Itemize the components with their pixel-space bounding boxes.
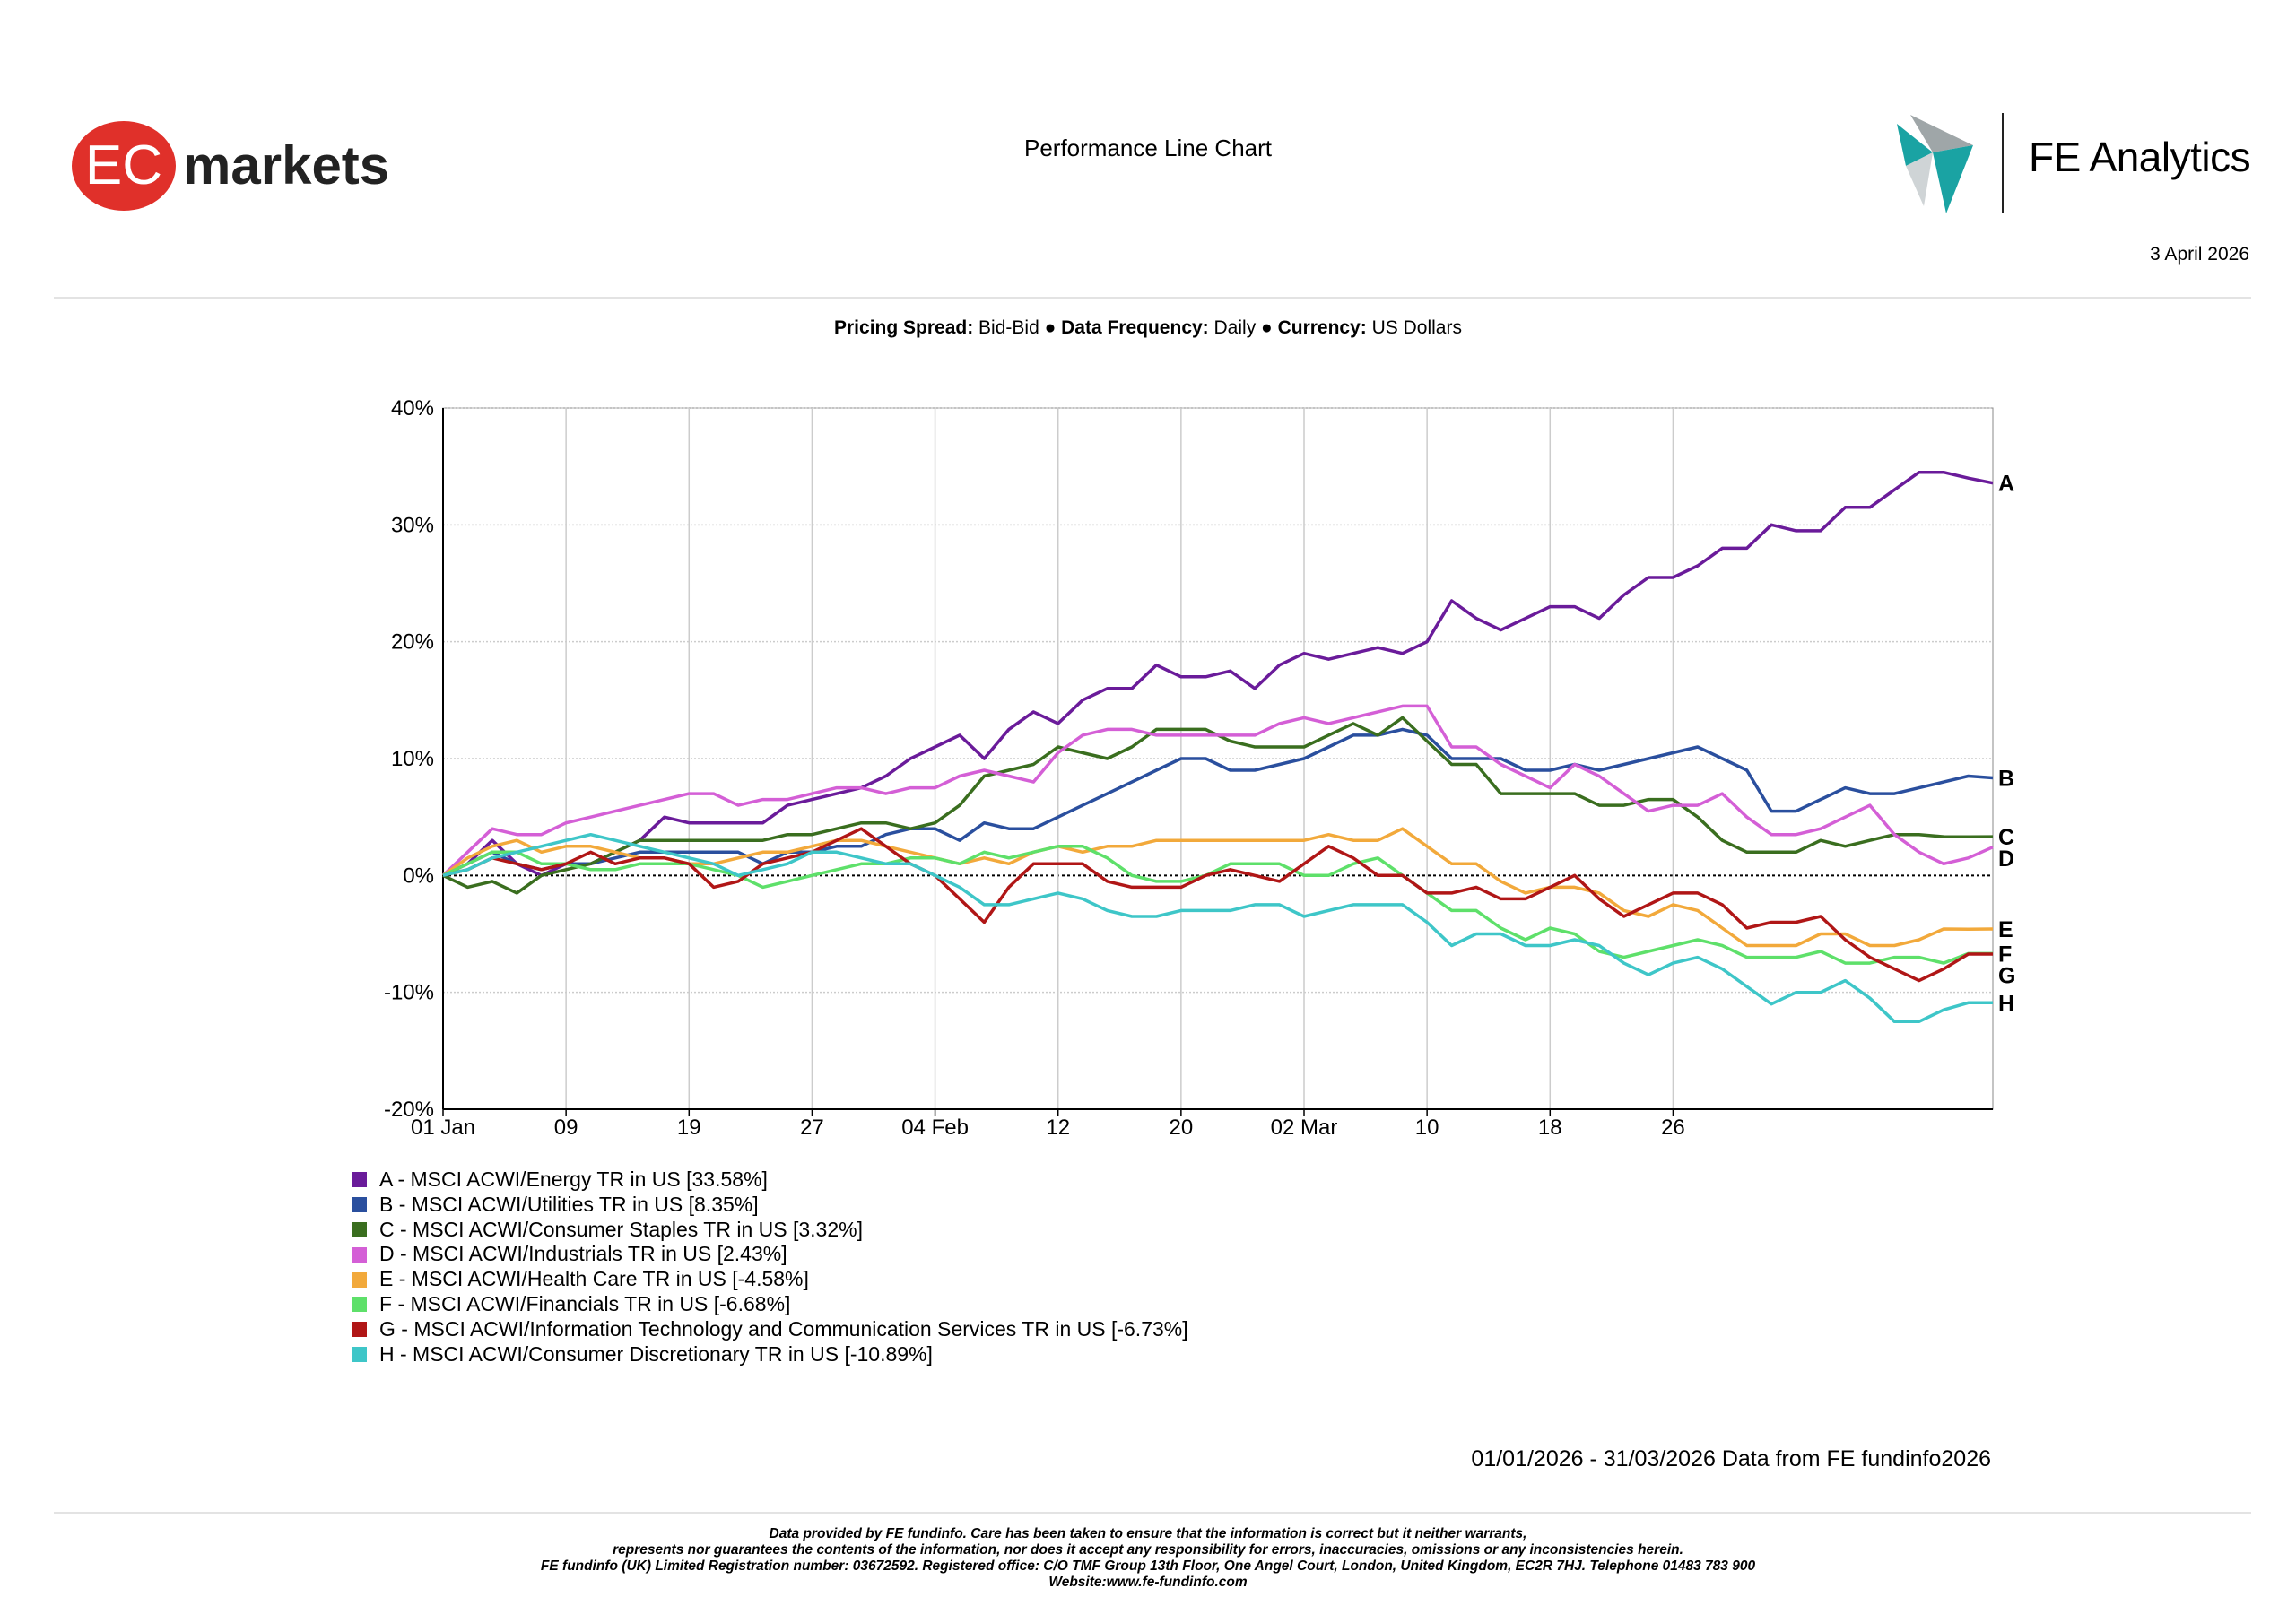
disclaimer-line: FE fundinfo (UK) Limited Registration nu… [540,1558,1756,1574]
disclaimer-line: represents nor guarantees the contents o… [613,1542,1683,1558]
y-tick-label: 0% [403,864,434,888]
series-line-g [442,827,1993,983]
meta-separator: ● [1261,317,1273,338]
x-tick-label: 19 [677,1115,701,1140]
y-tick-label: 30% [391,513,434,537]
series-end-label: D [1998,846,2014,872]
legend-swatch [352,1346,367,1362]
y-tick-label: -20% [384,1098,434,1122]
series-line-e [441,827,1994,948]
series-end-label: G [1998,963,2015,988]
frequency-value: Daily [1213,317,1257,338]
x-tick-label: 10 [1415,1115,1439,1140]
chart-legend: A - MSCI ACWI/Energy TR in US [33.58%] B … [352,1167,1188,1367]
legend-item: E - MSCI ACWI/Health Care TR in US [-4.5… [352,1267,1188,1292]
frequency-label: Data Frequency: [1061,317,1209,338]
y-tick-label: 20% [391,630,434,655]
currency-value: US Dollars [1371,317,1462,338]
x-tick-label: 18 [1538,1115,1562,1140]
legend-item: D - MSCI ACWI/Industrials TR in US [2.43… [352,1242,1188,1267]
series-line-a [442,470,1994,878]
y-tick-label: 40% [391,396,434,421]
legend-label: G - MSCI ACWI/Information Technology and… [379,1316,1188,1341]
currency-label: Currency: [1277,317,1367,338]
ec-markets-logo: EC markets [72,121,389,211]
legend-item: A - MSCI ACWI/Energy TR in US [33.58%] [352,1167,1188,1193]
legend-label: H - MSCI ACWI/Consumer Discretionary TR … [379,1341,933,1366]
legend-swatch [352,1246,367,1263]
series-line-f [442,845,1993,965]
x-tick-label: 09 [554,1115,578,1140]
legend-label: B - MSCI ACWI/Utilities TR in US [8.35%] [379,1192,759,1216]
legend-label: D - MSCI ACWI/Industrials TR in US [2.43… [379,1242,787,1266]
pricing-label: Pricing Spread: [834,317,974,338]
report-date: 3 April 2026 [2150,244,2249,265]
ec-logo-badge: EC [85,135,162,196]
legend-item: C - MSCI ACWI/Consumer Staples TR in US … [352,1218,1188,1243]
legend-swatch [352,1221,367,1237]
disclaimer-line: Data provided by FE fundinfo. Care has b… [769,1526,1527,1541]
legend-swatch [352,1172,367,1188]
series-end-label: F [1998,942,2012,967]
series-line-d [441,704,1994,877]
x-tick-label: 04 Feb [901,1115,969,1140]
legend-label: F - MSCI ACWI/Financials TR in US [-6.68… [379,1291,791,1315]
x-tick-label: 01 Jan [411,1115,475,1140]
legend-label: E - MSCI ACWI/Health Care TR in US [-4.5… [379,1267,809,1291]
pricing-value: Bid-Bid [978,317,1039,338]
series-end-label: A [1998,472,2014,497]
ec-logo-word: markets [183,135,389,195]
legend-swatch [352,1271,367,1288]
legend-swatch [352,1297,367,1313]
data-source-line: 01/01/2026 - 31/03/2026 Data from FE fun… [1471,1446,1991,1471]
x-tick-label: 12 [1046,1115,1070,1140]
legend-label: A - MSCI ACWI/Energy TR in US [33.58%] [379,1167,768,1191]
y-tick-label: 10% [391,747,434,771]
x-tick-label: 27 [800,1115,824,1140]
x-tick-label: 26 [1661,1115,1685,1140]
disclaimer-line: Website:www.fe-fundinfo.com [1048,1575,1248,1590]
header-divider [54,297,2251,299]
x-tick-label: 02 Mar [1271,1115,1338,1140]
series-line-h [442,832,1993,1024]
series-end-label: E [1998,917,2013,942]
disclaimer: Data provided by FE fundinfo. Care has b… [0,1526,2296,1591]
series-line-b [442,727,1994,877]
legend-label: C - MSCI ACWI/Consumer Staples TR in US … [379,1217,863,1241]
chart-meta-line: Pricing Spread: Bid-Bid ● Data Frequency… [0,317,2296,339]
legend-item: G - MSCI ACWI/Information Technology and… [352,1317,1188,1342]
fe-analytics-logo-mark [1897,113,2004,213]
legend-item: F - MSCI ACWI/Financials TR in US [-6.68… [352,1292,1188,1317]
footer-divider [54,1512,2251,1514]
legend-swatch [352,1322,367,1338]
series-end-label: H [1998,991,2014,1016]
x-tick-label: 20 [1170,1115,1194,1140]
fe-analytics-name: FE Analytics [2029,134,2251,180]
series-end-label: C [1998,825,2014,850]
legend-item: H - MSCI ACWI/Consumer Discretionary TR … [352,1342,1188,1367]
series-end-label: B [1998,767,2014,792]
meta-separator: ● [1044,317,1057,338]
legend-swatch [352,1197,367,1213]
y-tick-label: -10% [384,981,434,1005]
page-title: Performance Line Chart [1023,135,1273,161]
legend-item: B - MSCI ACWI/Utilities TR in US [8.35%] [352,1193,1188,1218]
